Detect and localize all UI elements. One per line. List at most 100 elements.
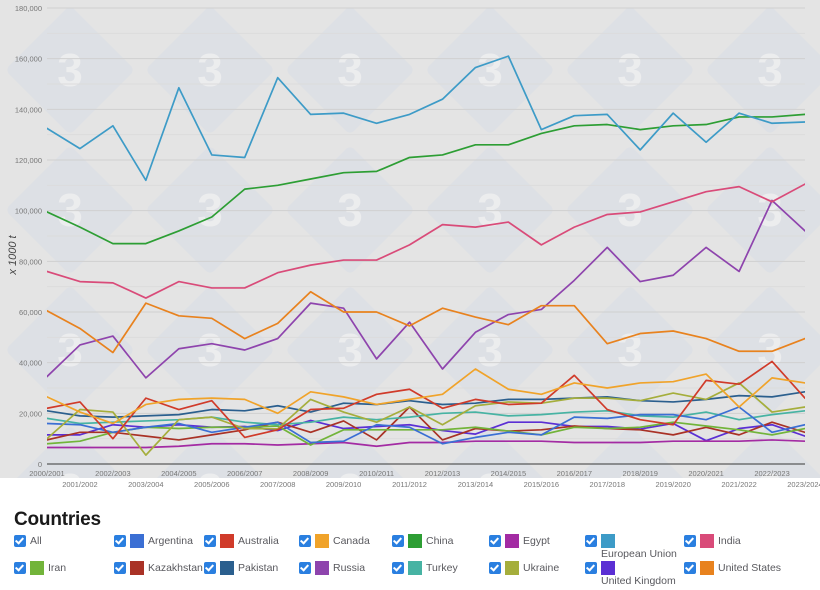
series-line-ukraine[interactable] xyxy=(47,382,805,456)
legend-label: Australia xyxy=(238,535,279,547)
legend-checkbox-iran[interactable] xyxy=(14,562,26,574)
x-tick-label: 2005/2006 xyxy=(194,480,229,489)
legend-checkbox-canada[interactable] xyxy=(299,535,311,547)
legend-label: European Union xyxy=(601,548,677,560)
legend-color-swatch xyxy=(220,534,234,548)
legend-color-swatch xyxy=(30,561,44,575)
legend-checkbox-kazakhstan[interactable] xyxy=(114,562,126,574)
x-tick-label: 2010/2011 xyxy=(359,469,394,478)
x-axis-tick-labels: 2000/2001 2001/2002 2002/2003 2003/2004 2004… xyxy=(29,469,820,489)
legend-checkbox-egypt[interactable] xyxy=(489,535,501,547)
legend-checkbox-india[interactable] xyxy=(684,535,696,547)
x-tick-label: 2001/2002 xyxy=(62,480,97,489)
legend-panel: Countries All Argentina Australia Canada Chi… xyxy=(0,505,820,590)
legend-color-swatch xyxy=(315,534,329,548)
legend-item-european-union[interactable]: European Union xyxy=(585,533,677,560)
series-line-australia[interactable] xyxy=(47,360,805,440)
x-tick-label: 2011/2012 xyxy=(392,480,427,489)
legend-label: Egypt xyxy=(523,535,550,547)
y-tick-label: 60,000 xyxy=(19,308,42,317)
legend-checkbox-united-states[interactable] xyxy=(684,562,696,574)
x-tick-label: 2007/2008 xyxy=(260,480,295,489)
legend-color-swatch xyxy=(700,534,714,548)
legend-color-swatch xyxy=(601,561,615,575)
y-tick-label: 180,000 xyxy=(15,4,42,13)
legend-label: Ukraine xyxy=(523,562,560,574)
series-line-united-states[interactable] xyxy=(47,290,805,354)
series-line-pakistan[interactable] xyxy=(47,390,805,418)
legend-item-ukraine[interactable]: Ukraine xyxy=(489,560,559,582)
series-line-canada[interactable] xyxy=(47,368,805,425)
y-axis-title: x 1000 t xyxy=(7,234,19,275)
legend-checkbox-australia[interactable] xyxy=(204,535,216,547)
legend-item-all[interactable]: All xyxy=(14,533,42,555)
series-line-european-union[interactable] xyxy=(47,55,805,182)
legend-checkbox-turkey[interactable] xyxy=(392,562,404,574)
legend-item-egypt[interactable]: Egypt xyxy=(489,533,550,555)
series-line-russia[interactable] xyxy=(47,199,805,379)
legend-color-swatch xyxy=(408,561,422,575)
x-tick-label: 2015/2016 xyxy=(524,480,559,489)
legend-item-argentina[interactable]: Argentina xyxy=(114,533,193,555)
series-line-argentina[interactable] xyxy=(47,406,805,445)
legend-checkbox-european-union[interactable] xyxy=(585,535,597,547)
x-tick-label: 2012/2013 xyxy=(425,469,460,478)
x-tick-label: 2003/2004 xyxy=(128,480,163,489)
legend-checkbox-russia[interactable] xyxy=(299,562,311,574)
legend-checkbox-argentina[interactable] xyxy=(114,535,126,547)
y-tick-label: 120,000 xyxy=(15,156,42,165)
legend-label: Kazakhstan xyxy=(148,562,203,574)
series-line-iran[interactable] xyxy=(47,421,805,446)
x-tick-label: 2013/2014 xyxy=(458,480,493,489)
x-tick-label: 2019/2020 xyxy=(655,480,690,489)
legend-color-swatch xyxy=(700,561,714,575)
line-chart[interactable]: 3 020,00040,00060,00080,000100,000120,00… xyxy=(0,0,820,505)
legend-item-canada[interactable]: Canada xyxy=(299,533,370,555)
y-axis-tick-labels: 0 20,000 40,000 60,000 80,000 100,000 120,000 1… xyxy=(15,4,42,469)
series-line-india[interactable] xyxy=(47,183,805,299)
legend-item-kazakhstan[interactable]: Kazakhstan xyxy=(114,560,203,582)
y-tick-label: 40,000 xyxy=(19,359,42,368)
series-line-china[interactable] xyxy=(47,113,805,245)
x-tick-label: 2000/2001 xyxy=(29,469,64,478)
legend-color-swatch xyxy=(130,561,144,575)
legend-item-turkey[interactable]: Turkey xyxy=(392,560,458,582)
legend-checkbox-pakistan[interactable] xyxy=(204,562,216,574)
x-tick-label: 2008/2009 xyxy=(293,469,328,478)
legend-item-russia[interactable]: Russia xyxy=(299,560,365,582)
series-line-egypt[interactable] xyxy=(47,439,805,449)
legend-checkbox-ukraine[interactable] xyxy=(489,562,501,574)
x-tick-label: 2020/2021 xyxy=(688,469,723,478)
x-tick-label: 2004/2005 xyxy=(161,469,196,478)
y-tick-label: 20,000 xyxy=(19,409,42,418)
legend-color-swatch xyxy=(315,561,329,575)
y-tick-label: 80,000 xyxy=(19,257,42,266)
legend-label: Iran xyxy=(48,562,67,574)
legend-item-pakistan[interactable]: Pakistan xyxy=(204,560,278,582)
legend-label: Argentina xyxy=(148,535,193,547)
legend-color-swatch xyxy=(505,534,519,548)
y-tick-label: 160,000 xyxy=(15,55,42,64)
x-tick-label: 2017/2018 xyxy=(590,480,625,489)
x-tick-label: 2014/2015 xyxy=(491,469,526,478)
series-line-kazakhstan[interactable] xyxy=(47,406,805,441)
legend-item-china[interactable]: China xyxy=(392,533,453,555)
watermark xyxy=(0,0,820,478)
legend-item-united-states[interactable]: United States xyxy=(684,560,781,582)
legend-item-united-kingdom[interactable]: United Kingdom xyxy=(585,560,676,587)
x-tick-label: 2022/2023 xyxy=(754,469,789,478)
legend-item-iran[interactable]: Iran xyxy=(14,560,66,582)
y-tick-label: 140,000 xyxy=(15,105,42,114)
x-tick-label: 2021/2022 xyxy=(721,480,756,489)
legend-checkbox-china[interactable] xyxy=(392,535,404,547)
x-tick-label: 2018/2019 xyxy=(622,469,657,478)
legend-item-india[interactable]: India xyxy=(684,533,741,555)
legend-checkbox-all[interactable] xyxy=(14,535,26,547)
legend-color-swatch xyxy=(601,534,615,548)
legend-color-swatch xyxy=(220,561,234,575)
legend-item-australia[interactable]: Australia xyxy=(204,533,279,555)
legend-label: India xyxy=(718,535,741,547)
legend-checkbox-united-kingdom[interactable] xyxy=(585,562,597,574)
x-tick-label: 2002/2003 xyxy=(95,469,130,478)
legend-label: United States xyxy=(718,562,782,574)
